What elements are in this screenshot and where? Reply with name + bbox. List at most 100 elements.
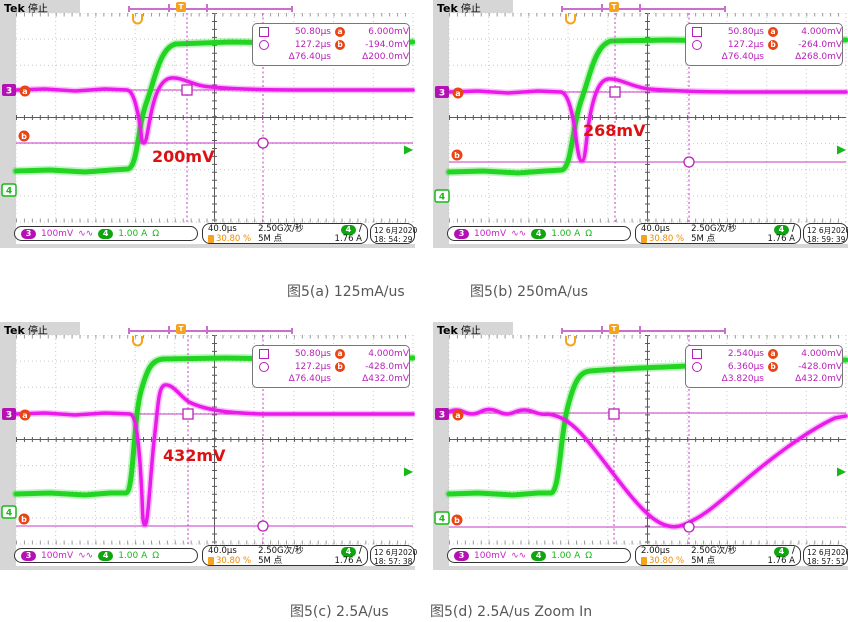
cursor-circle-time: 127.2μs	[294, 39, 331, 50]
rising-slope-icon: /	[358, 546, 362, 557]
cursor-b-icon: b	[335, 39, 345, 50]
ch3-badge: 3	[21, 228, 36, 239]
rising-slope-icon: /	[791, 224, 795, 235]
ch4-scale: 1.00 A	[118, 550, 148, 561]
trigger-source-badge: 4	[773, 225, 789, 235]
time-label: 18: 57: 51	[807, 556, 846, 566]
measurement-annotation: 200mV	[152, 147, 215, 166]
header-gray-patch	[0, 322, 80, 335]
svg-text:b: b	[21, 132, 27, 141]
trigger-source-badge: 4	[773, 547, 789, 557]
sample-rate: 2.50G次/秒	[691, 224, 737, 234]
channel-scale-box: 3 100mV ∿∿ 4 1.00 A Ω	[447, 226, 631, 241]
cursor-a-badge: a	[452, 87, 464, 99]
scope-header: Tek 停止 T	[433, 0, 848, 16]
datetime-box: 12 6月 2020 18: 59: 39	[803, 223, 848, 244]
ch4-ground-badge: 4	[434, 511, 450, 525]
trigger-column: 4/ 1.76 A	[335, 546, 362, 566]
horizontal-trigger-box: 40.0μs 30.80 % 2.50G次/秒 5M 点 4/ 1.76 A	[202, 545, 368, 566]
rising-slope-icon: /	[358, 224, 362, 235]
waveform-display: 3 a b 4 432mV	[1, 334, 415, 545]
record-view-right-tick	[291, 328, 293, 334]
cursor-delta-time: Δ76.40μs	[721, 51, 764, 62]
cursor-square-marker	[608, 408, 620, 420]
ch4-scale: 1.00 A	[551, 550, 581, 561]
trigger-source-badge: 4	[340, 225, 356, 235]
trigger-position-marker: T	[609, 324, 619, 334]
measurement-annotation: 268mV	[583, 121, 646, 140]
cursor-readout-panel: 50.80μs a 4.000mV 127.2μs b -428.0mV Δ76…	[252, 345, 410, 388]
cursor-circle-marker	[257, 137, 269, 149]
ch4-badge: 4	[98, 228, 114, 239]
trigger-pos-icon	[641, 557, 647, 566]
svg-text:a: a	[455, 89, 460, 98]
ch3-position-badge: 3	[2, 408, 16, 421]
zoom-bracket-right	[639, 326, 641, 334]
bandwidth-icon: ∿∿	[78, 550, 94, 561]
tek-logo: Tek	[437, 324, 458, 337]
record-view-bar	[561, 330, 725, 332]
acquisition-status: Tek 停止	[4, 322, 48, 338]
cursor-b-badge: b	[18, 130, 30, 142]
svg-text:4: 4	[439, 193, 445, 203]
cursor-b-icon: b	[335, 361, 345, 372]
record-view-bar	[128, 8, 292, 10]
record-length: 5M 点	[258, 233, 283, 244]
expansion-point-icon	[565, 336, 576, 347]
acquisition-status: Tek 停止	[437, 0, 481, 16]
date-label: 12 6月	[374, 225, 399, 235]
ch3-scale: 100mV	[474, 228, 507, 239]
cursor-square-icon	[259, 27, 269, 38]
year-label: 2020	[398, 225, 418, 235]
ch3-voltage-trace	[447, 77, 848, 163]
cursor-delta-value: Δ200.0mV	[362, 51, 409, 62]
year-label: 2020	[831, 225, 848, 235]
trigger-position-readout: 30.80 %	[208, 234, 251, 245]
scope-bezel-bottom	[433, 244, 848, 248]
caption-fig5b: 图5(b) 250mA/us	[470, 284, 588, 300]
cursor-circle-time: 6.360μs	[727, 361, 764, 372]
cursor-a-icon: a	[768, 27, 778, 38]
measurement-annotation: 432mV	[163, 446, 226, 465]
ch3-position-badge: 3	[435, 86, 449, 99]
datetime-box: 12 6月 2020 18: 54: 29	[370, 223, 418, 244]
cursor-a-badge: a	[452, 409, 464, 421]
record-view-right-tick	[724, 6, 726, 12]
cursor-a-value: 4.000mV	[368, 349, 409, 360]
cursor-a-badge: a	[19, 409, 31, 421]
cursor-b-value: -194.0mV	[365, 39, 409, 50]
zoom-bracket-right	[639, 4, 641, 12]
cursor-square-icon	[692, 27, 702, 38]
waveform-display: 3 a b 4 200mV	[1, 12, 415, 223]
ch3-position-badge: 3	[2, 84, 16, 97]
cursor-square-marker	[609, 86, 621, 98]
cursor-delta-time: Δ3.820μs	[721, 373, 764, 384]
sample-rate-column: 2.50G次/秒 5M 点	[691, 546, 736, 566]
sample-rate-column: 2.50G次/秒 5M 点	[258, 546, 303, 565]
record-view-right-tick	[291, 6, 293, 12]
ch4-badge: 4	[531, 228, 547, 239]
svg-text:a: a	[455, 411, 460, 420]
ch4-ground-badge: 4	[434, 189, 450, 203]
zoom-bracket-left	[601, 4, 603, 12]
timebase-column: 40.0μs 30.80 %	[641, 224, 684, 244]
record-length: 5M 点	[691, 555, 716, 566]
cursor-square-time: 2.540μs	[727, 349, 764, 360]
cursor-a-icon: a	[768, 349, 778, 360]
scope-bezel-bottom	[0, 244, 415, 248]
horizontal-trigger-box: 40.0μs 30.80 % 2.50G次/秒 5M 点 4/ 1.76 A	[202, 223, 368, 244]
trigger-level-arrow	[404, 467, 413, 477]
acquisition-status: Tek 停止	[437, 322, 481, 338]
svg-text:b: b	[454, 151, 460, 160]
ch3-badge: 3	[454, 228, 469, 239]
status-bar: 3 100mV ∿∿ 4 1.00 A Ω 2.00μs 30.80 % 2.5…	[433, 544, 848, 566]
sample-rate-column: 2.50G次/秒 5M 点	[258, 224, 303, 244]
expansion-point-icon	[132, 14, 143, 25]
bandwidth-icon: ∿∿	[78, 228, 94, 239]
trigger-position-readout: 30.80 %	[641, 556, 684, 567]
tek-logo: Tek	[4, 324, 25, 337]
trigger-position-marker: T	[609, 2, 619, 12]
timebase-value: 40.0μs	[208, 224, 237, 234]
svg-text:4: 4	[439, 515, 445, 525]
